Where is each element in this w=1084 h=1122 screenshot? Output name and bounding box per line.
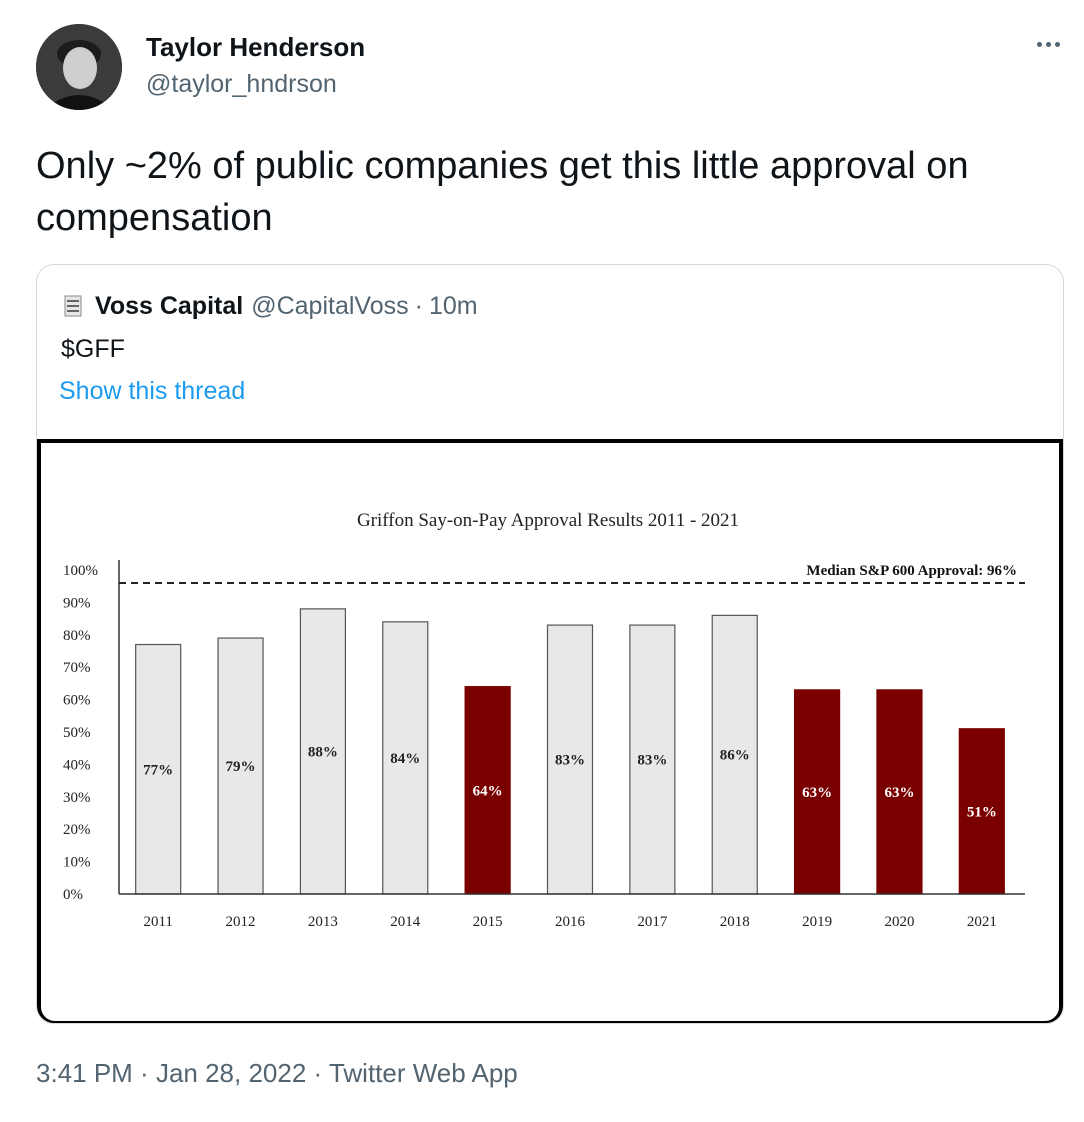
y-tick-label: 20% [63,822,91,838]
y-tick-label: 10% [63,855,91,871]
median-reference-label: Median S&P 600 Approval: 96% [806,563,1017,579]
bar-value-label: 63% [884,785,914,801]
bar-2020 [876,689,923,895]
voss-capital-logo-icon [64,295,82,317]
bar-value-label: 51% [967,804,997,820]
more-horizontal-icon [1035,34,1062,52]
x-tick-label: 2021 [967,914,997,930]
y-tick-label: 100% [63,563,98,579]
y-tick-label: 50% [63,725,91,741]
bar-value-label: 64% [473,783,503,799]
y-tick-label: 80% [63,628,91,644]
author-handle[interactable]: @taylor_hndrson [146,70,337,98]
x-tick-label: 2014 [390,914,421,930]
x-tick-label: 2017 [637,914,668,930]
quoted-tweet-text: $GFF [61,335,125,363]
y-tick-label: 30% [63,790,91,806]
y-tick-label: 40% [63,757,91,773]
footer-separator: · [132,1058,156,1088]
quoted-author-name[interactable]: Voss Capital [95,291,244,320]
chart-title: Griffon Say-on-Pay Approval Results 2011… [357,510,739,531]
bar-value-label: 63% [802,785,832,801]
x-tick-label: 2012 [226,914,256,930]
x-tick-label: 2019 [802,914,832,930]
quoted-timestamp[interactable]: 10m [428,291,478,320]
footer-separator: · [306,1058,329,1088]
bar-value-label: 79% [226,759,256,775]
x-tick-label: 2016 [555,914,586,930]
bar-2018 [711,614,758,895]
chart-image[interactable]: Griffon Say-on-Pay Approval Results 2011… [37,439,1063,1023]
y-tick-label: 70% [63,660,91,676]
show-thread-link[interactable]: Show this thread [59,377,246,405]
tweet-source[interactable]: Twitter Web App [328,1058,518,1088]
x-tick-label: 2020 [884,914,914,930]
tweet-date[interactable]: Jan 28, 2022 [155,1058,307,1088]
x-tick-label: 2015 [473,914,503,930]
tweet-footer: 3:41 PM · Jan 28, 2022 · Twitter Web App [36,1058,518,1089]
quoted-separator: · [414,291,423,320]
quoted-author-handle[interactable]: @CapitalVoss [251,291,409,320]
x-tick-label: 2011 [143,914,172,930]
y-tick-label: 0% [63,887,83,903]
bar-2019 [793,689,841,895]
tweet-text: Only ~2% of public companies get this li… [36,145,969,239]
bar-value-label: 83% [555,753,585,769]
bar-2021 [958,728,1005,895]
tweet-time[interactable]: 3:41 PM [36,1058,133,1088]
x-tick-label: 2013 [308,914,338,930]
y-tick-label: 90% [63,595,91,611]
bar-value-label: 83% [637,753,667,769]
bar-2016 [546,624,594,895]
bar-2017 [629,624,676,895]
bar-2011 [135,643,182,895]
bar-chart: Griffon Say-on-Pay Approval Results 2011… [63,510,1025,930]
bar-value-label: 86% [720,748,750,764]
more-options-button[interactable] [1030,28,1066,58]
author-name[interactable]: Taylor Henderson [146,32,366,62]
avatar[interactable] [36,24,122,110]
x-tick-label: 2018 [720,914,750,930]
quoted-tweet-header: Voss Capital @CapitalVoss · 10m [63,289,478,323]
bar-value-label: 84% [390,751,420,767]
avatar-photo [36,24,122,110]
quoted-tweet[interactable]: Voss Capital @CapitalVoss · 10m $GFF Sho… [36,264,1064,1024]
bar-value-label: 77% [143,762,173,778]
y-tick-label: 60% [63,693,91,709]
bar-value-label: 88% [308,744,338,760]
